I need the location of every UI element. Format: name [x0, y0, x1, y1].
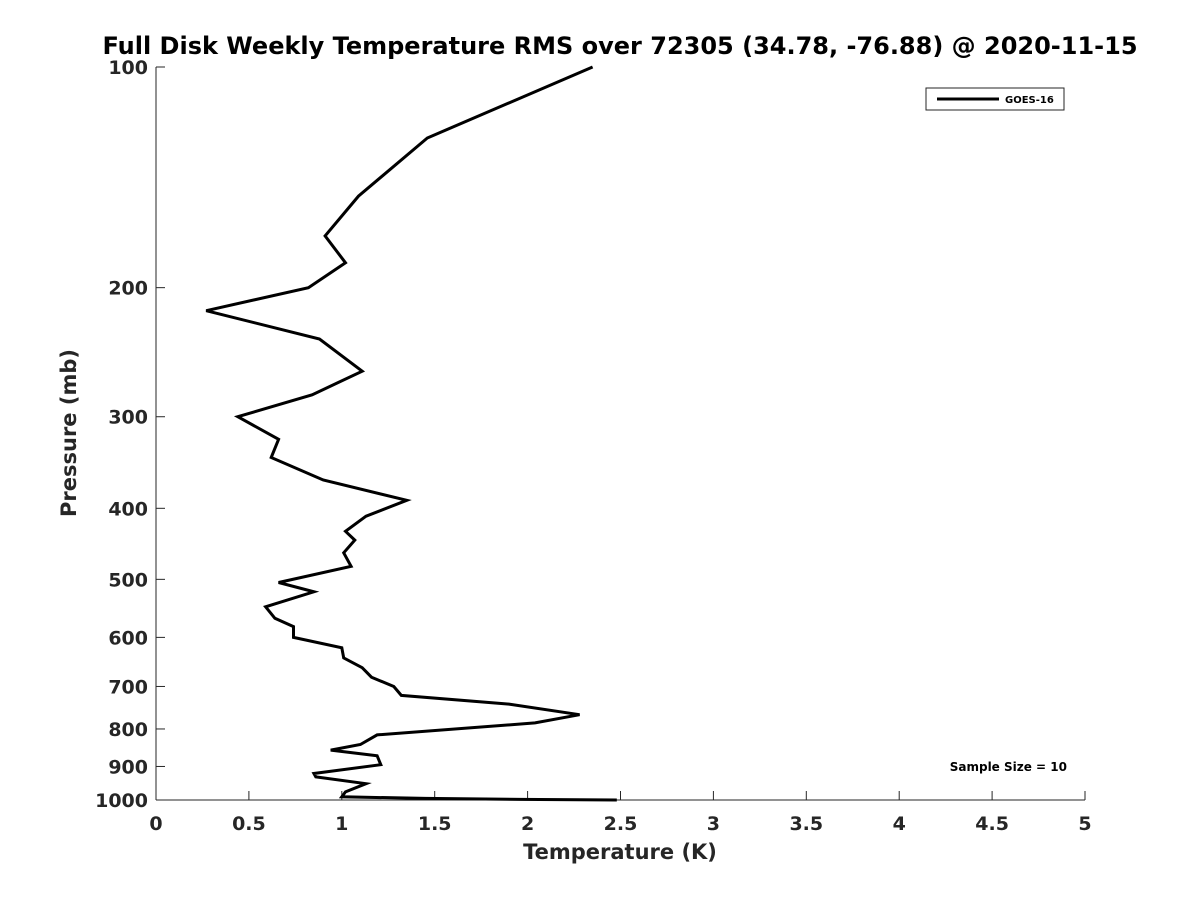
y-tick-label: 900: [108, 756, 148, 778]
plot-area: [156, 67, 1085, 800]
x-tick-label: 2.5: [604, 813, 638, 835]
y-tick-label: 600: [108, 627, 148, 649]
y-tick-label: 100: [108, 57, 148, 79]
y-tick-label: 200: [108, 278, 148, 300]
x-tick-label: 3: [707, 813, 720, 835]
chart-title: Full Disk Weekly Temperature RMS over 72…: [102, 32, 1137, 60]
x-tick-label: 4: [893, 813, 906, 835]
x-tick-label: 0: [149, 813, 162, 835]
x-tick-label: 0.5: [232, 813, 266, 835]
x-tick-label: 5: [1078, 813, 1091, 835]
x-axis-label: Temperature (K): [523, 840, 717, 864]
y-tick-label: 300: [108, 407, 148, 429]
y-axis: 100 200 300 400 500 600 700 800 900 1000: [95, 57, 165, 812]
x-tick-label: 1.5: [418, 813, 452, 835]
y-tick-label: 500: [108, 569, 148, 591]
series-layer: [205, 65, 617, 802]
y-tick-label: 800: [108, 719, 148, 741]
y-tick-label: 700: [108, 676, 148, 698]
y-tick-label: 400: [108, 498, 148, 520]
x-axis: 0 0.5 1 1.5 2 2.5 3 3.5 4 4.5 5: [149, 791, 1092, 835]
legend-label-goes-16: GOES-16: [1005, 95, 1054, 106]
y-tick-label: 1000: [95, 790, 148, 812]
x-tick-label: 1: [335, 813, 348, 835]
legend: GOES-16: [925, 87, 1065, 111]
sample-size-annotation: Sample Size = 10: [950, 760, 1067, 774]
x-tick-label: 2: [521, 813, 534, 835]
y-axis-label: Pressure (mb): [57, 349, 81, 517]
x-tick-label: 4.5: [975, 813, 1009, 835]
series-line-goes-16: [205, 65, 617, 802]
x-tick-label: 3.5: [789, 813, 823, 835]
